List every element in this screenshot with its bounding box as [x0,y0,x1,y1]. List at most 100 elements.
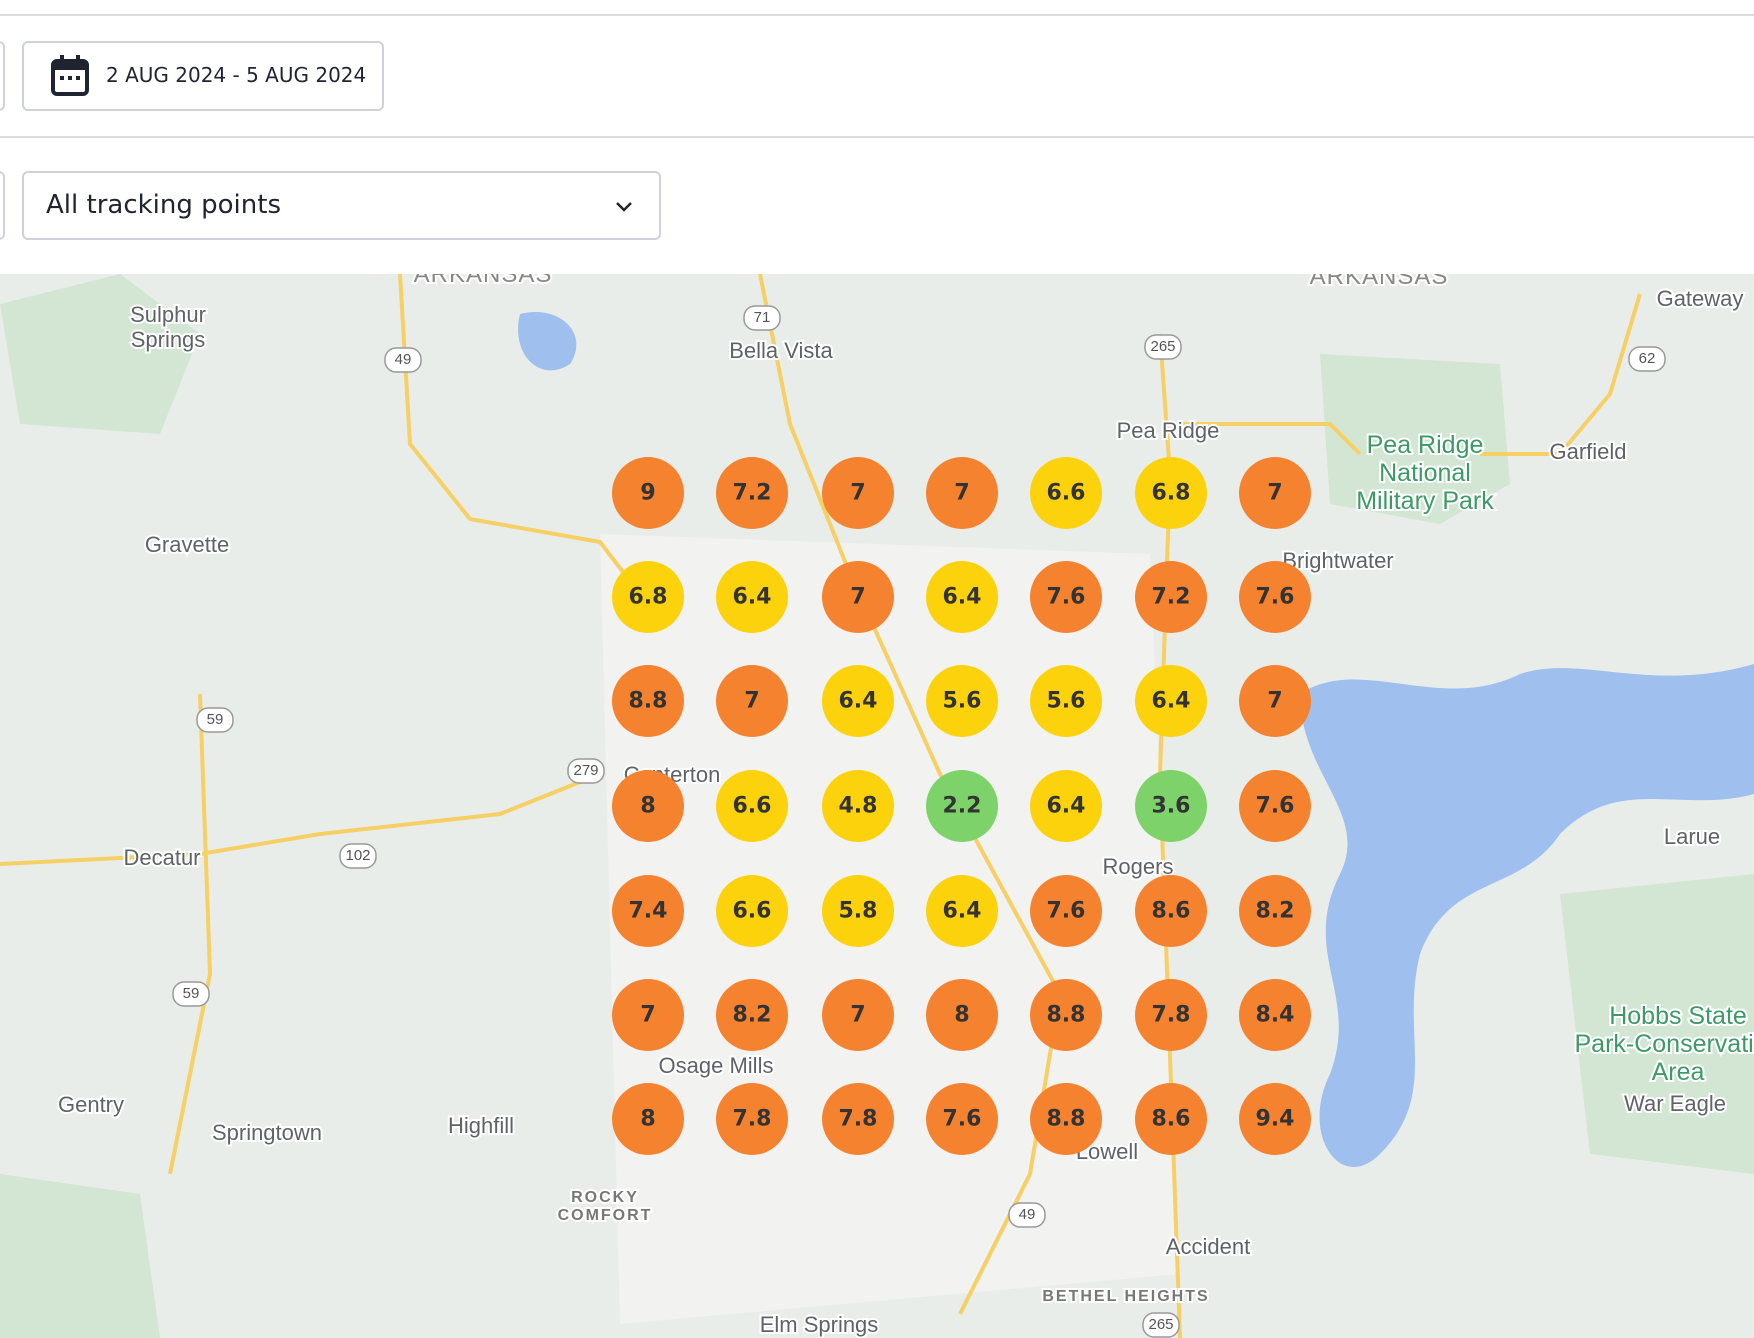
point-value: 6.4 [943,585,982,610]
point-value: 8.8 [1047,1003,1086,1028]
point-value: 7 [954,481,969,506]
tracking-point[interactable]: 7 [1239,665,1311,737]
tracking-point[interactable]: 8.2 [716,979,788,1051]
place-label: Rogers [1103,854,1174,879]
tracking-point[interactable]: 7 [822,979,894,1051]
place-label: COMFORT [558,1207,653,1224]
place-label: ARKANSAS [1310,274,1449,290]
route-shield [339,843,377,869]
prev-control[interactable] [0,41,5,111]
point-value: 9.4 [1256,1107,1295,1132]
point-value: 5.6 [943,689,982,714]
tracking-point[interactable]: 7 [822,561,894,633]
tracking-point[interactable]: 7.6 [1030,561,1102,633]
point-value: 5.8 [839,899,878,924]
place-label: BETHEL HEIGHTS [1042,1288,1209,1305]
tracking-point[interactable]: 7 [926,457,998,529]
tracking-point[interactable]: 7.8 [822,1083,894,1155]
place-label: Larue [1664,824,1720,849]
tracking-point[interactable]: 8.8 [612,665,684,737]
tracking-point[interactable]: 6.8 [1135,457,1207,529]
place-label: Accident [1166,1234,1250,1259]
point-value: 6.6 [1047,481,1086,506]
divider [0,14,1754,16]
tracking-point[interactable]: 8 [612,770,684,842]
route-shield [172,981,210,1007]
tracking-point[interactable]: 2.2 [926,770,998,842]
tracking-point[interactable]: 7.6 [1239,770,1311,842]
place-label: Springs [131,327,206,352]
tracking-point[interactable]: 7.8 [1135,979,1207,1051]
tracking-point[interactable]: 7 [1239,457,1311,529]
tracking-point[interactable]: 9.4 [1239,1083,1311,1155]
tracking-point[interactable]: 7 [612,979,684,1051]
point-value: 7.4 [629,899,668,924]
tracking-point[interactable]: 6.6 [716,875,788,947]
tracking-point[interactable]: 6.6 [1030,457,1102,529]
point-value: 7 [1267,481,1282,506]
tracking-point[interactable]: 8.8 [1030,979,1102,1051]
tracking-point[interactable]: 7.6 [1030,875,1102,947]
point-marker [1135,875,1207,947]
point-value: 7 [850,1003,865,1028]
route-number: 59 [183,985,200,1002]
point-value: 2.2 [943,794,982,819]
point-marker [926,561,998,633]
tracking-point[interactable]: 6.4 [1135,665,1207,737]
route-shield [1008,1202,1046,1228]
tracking-point[interactable]: 5.6 [1030,665,1102,737]
tracking-point[interactable]: 6.6 [716,770,788,842]
tracking-point[interactable]: 6.4 [926,875,998,947]
point-value: 8.2 [1256,899,1295,924]
route-shield [567,758,605,784]
tracking-point[interactable]: 9 [612,457,684,529]
tracking-point[interactable]: 8.8 [1030,1083,1102,1155]
prev-select[interactable] [0,171,5,240]
point-marker [1030,1083,1102,1155]
place-label: Gravette [145,532,229,557]
point-value: 7.8 [733,1107,772,1132]
point-marker [1135,1083,1207,1155]
point-value: 4.8 [839,794,878,819]
place-label: War Eagle [1624,1091,1726,1116]
route-number: 102 [345,847,370,864]
point-value: 7.6 [1047,899,1086,924]
tracking-point[interactable]: 7 [716,665,788,737]
point-marker [1030,561,1102,633]
tracking-point[interactable]: 8 [612,1083,684,1155]
tracking-point[interactable]: 7.4 [612,875,684,947]
tracking-point[interactable]: 6.4 [926,561,998,633]
tracking-point[interactable]: 7.2 [1135,561,1207,633]
tracking-point[interactable]: 8.4 [1239,979,1311,1051]
tracking-point[interactable]: 7.8 [716,1083,788,1155]
tracking-point[interactable]: 6.4 [716,561,788,633]
divider [0,136,1754,138]
date-picker[interactable]: 2 AUG 2024 - 5 AUG 2024 [22,41,384,111]
point-marker [926,665,998,737]
tracking-point[interactable]: 6.8 [612,561,684,633]
route-shield [1144,334,1182,360]
tracking-point[interactable]: 8.6 [1135,1083,1207,1155]
tracking-point[interactable]: 8.6 [1135,875,1207,947]
tracking-point[interactable]: 3.6 [1135,770,1207,842]
tracking-point[interactable]: 7.6 [926,1083,998,1155]
tracking-point[interactable]: 6.4 [822,665,894,737]
tracking-point[interactable]: 6.4 [1030,770,1102,842]
tracking-point[interactable]: 7 [822,457,894,529]
point-value: 5.6 [1047,689,1086,714]
tracking-point[interactable]: 8.2 [1239,875,1311,947]
tracking-point[interactable]: 4.8 [822,770,894,842]
tracking-point[interactable]: 8 [926,979,998,1051]
tracking-point[interactable]: 7.2 [716,457,788,529]
point-marker [612,457,684,529]
tracking-point[interactable]: 5.6 [926,665,998,737]
point-value: 6.4 [1047,794,1086,819]
point-value: 7 [640,1003,655,1028]
tracking-point[interactable]: 7.6 [1239,561,1311,633]
place-label: Gentry [58,1092,124,1117]
tracking-point[interactable]: 5.8 [822,875,894,947]
point-value: 6.6 [733,899,772,924]
point-value: 7 [744,689,759,714]
filter-dropdown[interactable]: All tracking points [22,171,661,240]
